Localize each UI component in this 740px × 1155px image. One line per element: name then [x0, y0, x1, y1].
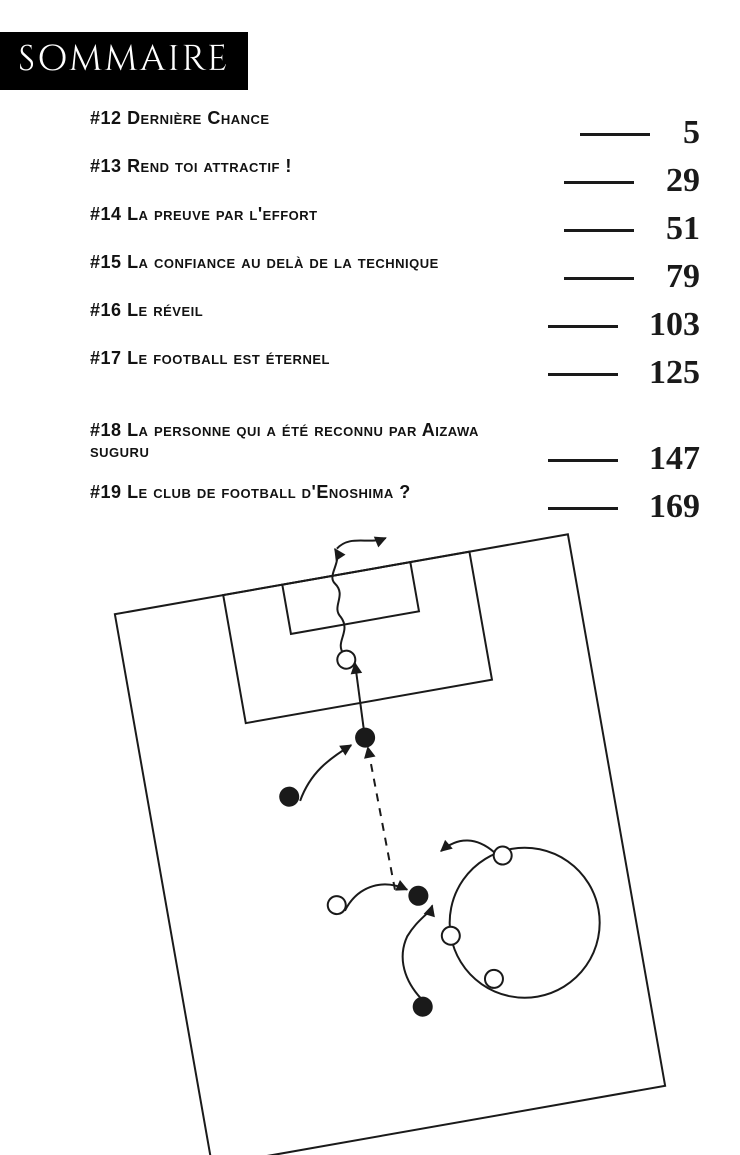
toc-entry-title: #12 Dernière Chance	[90, 108, 270, 129]
toc-entry-title: #18 La personne qui a été reconnu par Ai…	[90, 420, 510, 461]
toc-entry-title: #17 Le football est éternel	[90, 348, 330, 369]
toc-entry-title: #19 Le club de football d'Enoshima ?	[90, 482, 411, 503]
toc-row: #14 La preuve par l'effort51	[90, 202, 690, 246]
toc-row: #12 Dernière Chance5	[90, 106, 690, 150]
toc-entry-title: #15 La confiance au delà de la technique	[90, 252, 439, 273]
tactics-diagram	[90, 550, 690, 1110]
toc-row: #16 Le réveil103	[90, 298, 690, 342]
page-title-text: SOMMAIRE	[18, 36, 230, 84]
toc-row: #15 La confiance au delà de la technique…	[90, 250, 690, 294]
toc-row: #19 Le club de football d'Enoshima ?169	[90, 480, 690, 524]
toc-leader-line	[564, 181, 634, 184]
toc-leader-line	[548, 373, 618, 376]
toc-row: #18 La personne qui a été reconnu par Ai…	[90, 418, 690, 476]
toc-page-number: 125	[630, 354, 700, 392]
toc-page-number: 29	[630, 162, 700, 200]
toc-page-number: 147	[630, 440, 700, 478]
toc-leader-line	[548, 459, 618, 462]
toc-page-number: 169	[630, 488, 700, 526]
toc-leader-line	[564, 229, 634, 232]
toc-page-number: 51	[630, 210, 700, 248]
toc-page-number: 5	[630, 114, 700, 152]
toc-page-number: 79	[630, 258, 700, 296]
toc-row: #17 Le football est éternel125	[90, 346, 690, 390]
toc-row: #13 Rend toi attractif !29	[90, 154, 690, 198]
toc-entry-title: #13 Rend toi attractif !	[90, 156, 292, 177]
table-of-contents: #12 Dernière Chance5#13 Rend toi attract…	[90, 106, 690, 528]
toc-entry-title: #14 La preuve par l'effort	[90, 204, 318, 225]
toc-entry-title: #16 Le réveil	[90, 300, 203, 321]
toc-leader-line	[548, 325, 618, 328]
page-title: SOMMAIRE	[0, 32, 248, 90]
toc-leader-line	[564, 277, 634, 280]
toc-page-number: 103	[630, 306, 700, 344]
toc-leader-line	[548, 507, 618, 510]
